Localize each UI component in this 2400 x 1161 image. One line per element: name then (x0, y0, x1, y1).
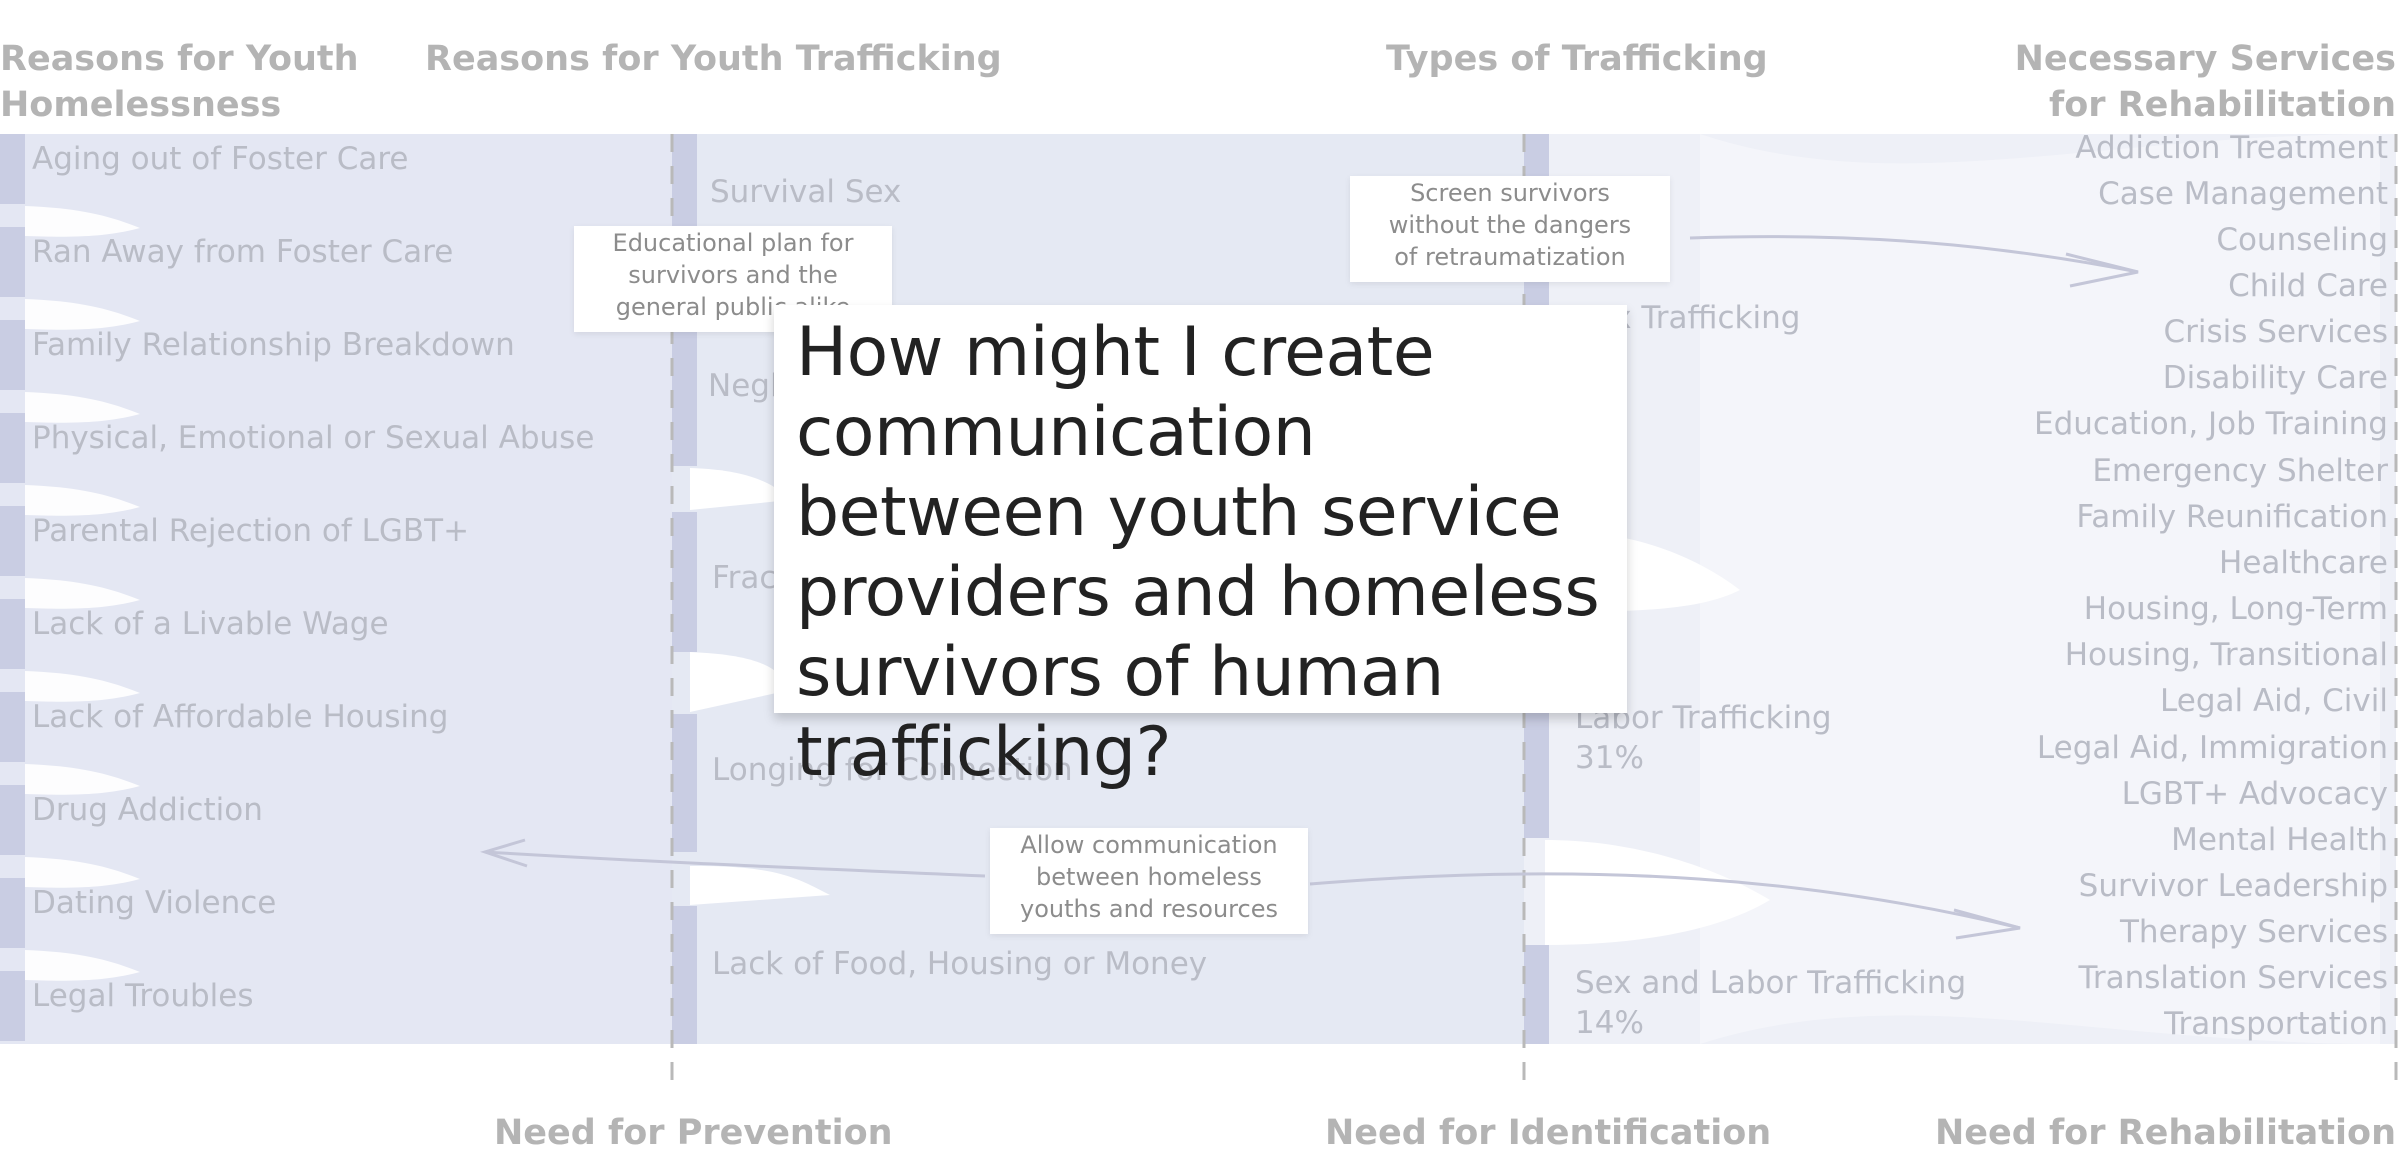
flow-gap (25, 950, 140, 981)
service-item: Case Management (2098, 176, 2388, 212)
trafficking-type-label: Sex and Labor Trafficking (1575, 965, 1967, 1001)
homelessness-item: Legal Troubles (32, 978, 254, 1014)
homelessness-item: Lack of Affordable Housing (32, 699, 449, 735)
node-bar-homelessness (0, 971, 25, 1041)
question-text: How might I create communication between… (796, 313, 1600, 792)
service-item: Child Care (2228, 268, 2388, 304)
trafficking-reason-item: Longing for Connection (712, 752, 1073, 788)
service-item: Education, Job Training (2033, 406, 2388, 442)
service-item: Emergency Shelter (2092, 453, 2388, 489)
question-card: How might I create communication between… (774, 305, 1627, 792)
title-homelessness: Reasons for Youth Homelessness (0, 39, 359, 125)
title-trafficking-reasons: Reasons for Youth Trafficking (425, 39, 1002, 79)
node-bar-homelessness (0, 506, 25, 576)
node-bar-homelessness (0, 413, 25, 483)
arrow-to-services-bottom (1309, 872, 2021, 930)
service-item: Transportation (2164, 1006, 2388, 1042)
node-bar-homelessness (0, 320, 25, 390)
node-bar-homelessness (0, 227, 25, 297)
trafficking-type-item: Sex and Labor Trafficking 14% (1575, 963, 1966, 1043)
footer-identification: Need for Identification (1325, 1113, 1772, 1153)
service-item: Translation Services (2078, 960, 2389, 996)
service-item: Therapy Services (2120, 914, 2388, 950)
service-item: Survivor Leadership (2078, 868, 2388, 904)
node-bar-homelessness (0, 599, 25, 669)
service-item: LGBT+ Advocacy (2121, 776, 2388, 812)
node-bar-trafficking-reason (672, 906, 697, 1044)
flow-gap (690, 652, 790, 712)
flow-gap (1545, 840, 1770, 945)
title-trafficking-types: Types of Trafficking (1386, 39, 1768, 79)
flow-gap (690, 468, 790, 510)
flow-gap (25, 485, 140, 516)
flow-gap (25, 857, 140, 888)
footer-prevention: Need for Prevention (494, 1113, 893, 1153)
annotation-arrows (480, 235, 2139, 940)
homelessness-item: Aging out of Foster Care (32, 141, 409, 177)
node-bar-trafficking-reason (672, 334, 697, 466)
flow-gap (25, 764, 140, 795)
flow-gap (690, 865, 830, 905)
trafficking-reason-item: Frac (712, 560, 777, 596)
note-communication: Allow communication between homeless you… (990, 828, 1308, 934)
homelessness-item: Dating Violence (32, 885, 277, 921)
service-item: Healthcare (2219, 545, 2388, 581)
footer-rehabilitation: Need for Rehabilitation (1934, 1113, 2396, 1153)
homelessness-item: Ran Away from Foster Care (32, 234, 454, 270)
service-item: Family Reunification (2076, 499, 2388, 535)
trafficking-reason-item: Lack of Food, Housing or Money (712, 946, 1208, 982)
homelessness-item: Drug Addiction (32, 792, 263, 828)
node-bar-homelessness (0, 878, 25, 948)
arrowhead-services-bottom (1953, 908, 2021, 940)
flow-gap (25, 578, 140, 609)
service-item: Disability Care (2162, 360, 2388, 396)
arrow-to-services-top (1689, 235, 2139, 274)
note-screening: Screen survivors without the dangers of … (1350, 176, 1670, 282)
flow-gap (25, 206, 140, 237)
arrowhead-services-top (2065, 252, 2139, 288)
trafficking-reason-item: Survival Sex (710, 174, 902, 210)
node-bar-homelessness (0, 134, 25, 204)
node-bar-homelessness (0, 785, 25, 855)
service-item: Housing, Transitional (2064, 637, 2388, 673)
arrowhead-prevention (480, 838, 528, 868)
service-item: Housing, Long-Term (2083, 591, 2388, 627)
trafficking-type-pct: 14% (1575, 1005, 1644, 1041)
service-item: Counseling (2216, 222, 2388, 258)
service-item: Crisis Services (2163, 314, 2389, 350)
flow-band-services-fan (1700, 134, 2380, 1044)
homelessness-item: Lack of a Livable Wage (32, 606, 389, 642)
flow-gap (25, 671, 140, 702)
flow-gap (25, 392, 140, 423)
arrow-to-prevention (484, 850, 986, 878)
node-bar-trafficking-reason (672, 714, 697, 852)
service-item: Addiction Treatment (2075, 130, 2388, 166)
service-item: Legal Aid, Immigration (2036, 730, 2388, 766)
node-bar-homelessness (0, 692, 25, 762)
flow-band-homelessness (0, 134, 672, 1044)
service-item: Mental Health (2171, 822, 2388, 858)
node-bar-trafficking-type (1524, 945, 1549, 1044)
title-services: Necessary Services for Rehabilitation (2014, 39, 2396, 125)
homelessness-item: Parental Rejection of LGBT+ (32, 513, 470, 549)
node-bar-trafficking-reason (672, 512, 697, 652)
homelessness-item: Physical, Emotional or Sexual Abuse (32, 420, 595, 456)
service-item: Legal Aid, Civil (2160, 683, 2388, 719)
homelessness-item: Family Relationship Breakdown (32, 327, 515, 363)
trafficking-type-pct: 31% (1575, 740, 1644, 776)
trafficking-reason-item: Negl (708, 368, 779, 404)
flow-gap (25, 299, 140, 330)
